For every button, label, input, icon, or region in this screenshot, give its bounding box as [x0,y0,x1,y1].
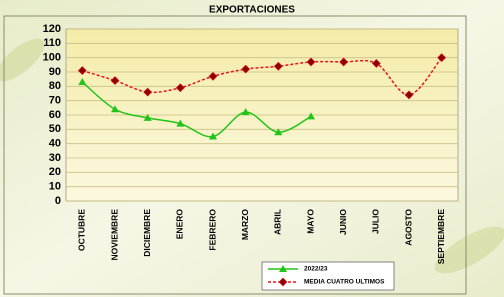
x-tick-label: DICIEMBRE [142,209,152,257]
chart-title: EXPORTACIONES [209,5,295,16]
y-tick-label: 110 [43,37,61,49]
y-tick-label: 40 [49,138,61,150]
y-tick-label: 100 [43,52,61,64]
x-tick-label: OCTUBRE [77,209,87,251]
x-tick-label: ABRIL [273,209,283,235]
y-tick-label: 90 [49,66,61,78]
y-tick-label: 80 [49,80,61,92]
y-tick-label: 120 [43,23,61,35]
x-tick-label: ENERO [175,209,185,240]
x-tick-label: JUNIO [338,209,348,235]
x-tick-label: SEPTIEMBRE [436,209,446,265]
legend [262,262,394,290]
y-tick-label: 0 [55,195,61,207]
y-tick-label: 50 [49,123,61,135]
chart: EXPORTACIONES 0 10 20 30 40 50 60 70 80 90 100 110 1… [0,0,504,297]
x-tick-label: FEBRERO [207,209,217,251]
x-tick-label: JULIO [371,209,381,234]
legend-label: MEDIA CUATRO ULTIMOS [304,279,385,286]
y-tick-label: 30 [49,152,61,164]
x-tick-label: NOVIEMBRE [109,209,119,261]
x-tick-label: AGOSTO [403,209,413,246]
y-tick-label: 70 [49,95,61,107]
x-tick-label: MAYO [305,209,315,234]
page: EXPORTACIONES 0 10 20 30 40 50 60 70 80 90 100 110 1… [0,0,504,297]
y-tick-label: 60 [49,109,61,121]
legend-label: 2022/23 [304,266,328,273]
y-tick-label: 20 [49,166,61,178]
y-tick-label: 10 [49,181,61,193]
x-tick-label: MARZO [240,209,250,241]
